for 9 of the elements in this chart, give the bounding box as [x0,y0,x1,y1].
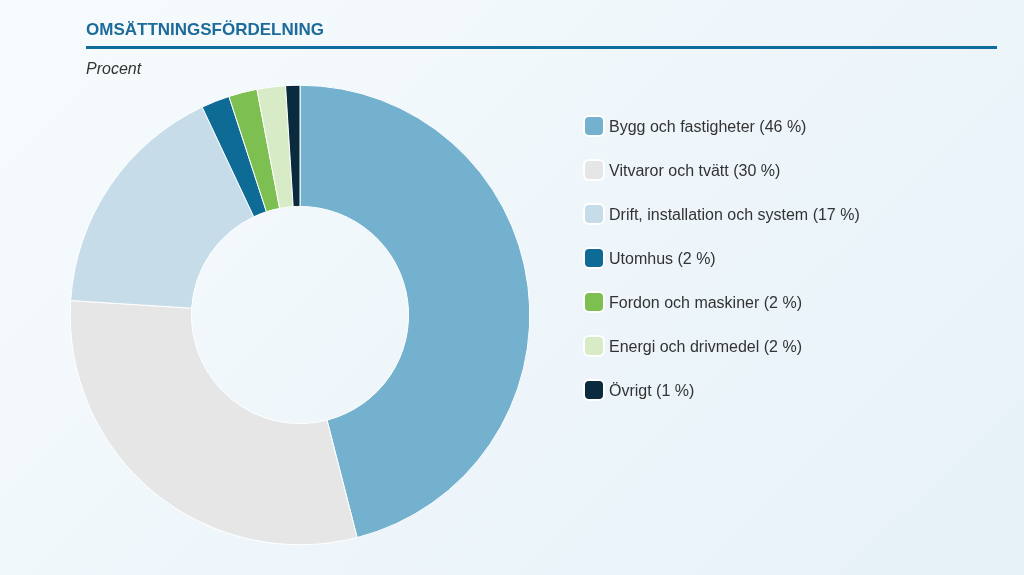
legend-label: Energi och drivmedel (2 %) [609,337,802,355]
legend-label: Utomhus (2 %) [609,249,716,267]
legend-label: Bygg och fastigheter (46 %) [609,117,807,135]
legend-label: Övrigt (1 %) [609,381,695,399]
chart-subtitle: Procent [86,60,142,78]
chart-title: OMSÄTTNINGSFÖRDELNING [86,20,324,40]
legend-label: Fordon och maskiner (2 %) [609,293,802,311]
legend-label: Vitvaror och tvätt (30 %) [609,161,781,179]
legend-label: Drift, installation och system (17 %) [609,205,860,223]
